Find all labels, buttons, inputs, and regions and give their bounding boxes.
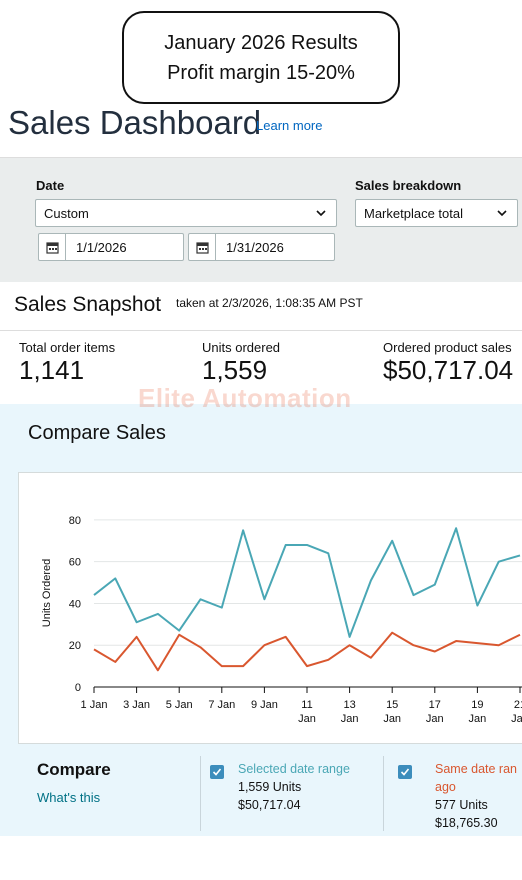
x-tick-label: 7 Jan <box>208 699 235 711</box>
end-date-field[interactable]: 1/31/2026 <box>188 233 335 261</box>
sales-breakdown-select[interactable]: Marketplace total <box>355 199 518 227</box>
calendar-icon[interactable] <box>189 234 216 260</box>
compare-sales-title: Compare Sales <box>28 422 166 444</box>
date-range-select-value: Custom <box>44 205 89 221</box>
x-tick-label: 9 Jan <box>251 699 278 711</box>
metric-label-product-sales: Ordered product sales <box>383 340 512 355</box>
prior-range-label-line2: ago <box>435 780 456 794</box>
prior-range-sales: $18,765.30 <box>435 816 498 830</box>
x-tick-label: 19 <box>471 699 483 711</box>
snapshot-title: Sales Snapshot <box>14 293 162 316</box>
x-tick-label: 17 <box>429 699 441 711</box>
sales-breakdown-select-value: Marketplace total <box>364 205 463 221</box>
start-date-value: 1/1/2026 <box>76 239 127 255</box>
metric-value-order-items: 1,141 <box>19 355 85 385</box>
callout-line1: January 2026 Results <box>164 31 358 54</box>
date-range-select[interactable]: Custom <box>35 199 337 227</box>
legend-separator <box>383 756 384 831</box>
prior-range-units: 577 Units <box>435 798 488 812</box>
snapshot-divider <box>0 330 522 331</box>
watermark: Elite Automation <box>138 383 352 413</box>
x-tick-label: 1 Jan <box>81 699 108 711</box>
page-title: Sales Dashboard <box>8 104 262 141</box>
compare-heading: Compare <box>37 760 111 779</box>
selected-range-checkbox[interactable] <box>210 765 224 779</box>
x-tick-label: 13 <box>343 699 355 711</box>
selected-range-sales: $50,717.04 <box>238 798 301 812</box>
x-tick-label: Jan <box>426 713 444 725</box>
x-tick-label: 3 Jan <box>123 699 150 711</box>
checkmark-icon <box>212 768 222 776</box>
chart-container: 0 20 40 60 80 1 Jan 3 Jan 5 Jan 7 Jan 9 Jan 11 Jan 1… <box>18 472 522 744</box>
selected-range-units: 1,559 Units <box>238 780 302 794</box>
metric-label-units-ordered: Units ordered <box>202 340 281 355</box>
learn-more-link[interactable]: Learn more <box>256 118 323 133</box>
y-tick-label: 60 <box>69 557 81 569</box>
x-tick-label: 11 <box>301 699 312 711</box>
snapshot-timestamp: taken at 2/3/2026, 1:08:35 AM PST <box>176 296 363 310</box>
date-label: Date <box>36 178 65 193</box>
series-line-selected <box>93 527 521 638</box>
checkmark-icon <box>400 768 410 776</box>
sales-breakdown-label: Sales breakdown <box>355 178 462 193</box>
x-tick-label: Jan <box>469 713 487 725</box>
x-tick-label: Jan <box>383 713 401 725</box>
chevron-down-icon <box>316 210 326 217</box>
legend-separator <box>200 756 201 831</box>
whats-this-link[interactable]: What's this <box>37 790 101 805</box>
x-tick-label: Jan <box>298 713 316 725</box>
x-tick-label: 21 <box>514 699 522 711</box>
results-callout: January 2026 Results Profit margin 15-20… <box>122 11 400 104</box>
metric-label-order-items: Total order items <box>19 340 116 355</box>
y-tick-label: 40 <box>69 598 81 610</box>
units-ordered-chart: 0 20 40 60 80 1 Jan 3 Jan 5 Jan 7 Jan 9 Jan 11 Jan 1… <box>41 515 522 725</box>
prior-range-label-line1: Same date ran <box>435 762 517 776</box>
calendar-icon[interactable] <box>39 234 66 260</box>
prior-range-checkbox[interactable] <box>398 765 412 779</box>
chevron-down-icon <box>497 210 507 217</box>
end-date-value: 1/31/2026 <box>226 239 284 255</box>
metric-value-product-sales: $50,717.04 <box>383 355 514 385</box>
x-tick-label: Jan <box>511 713 522 725</box>
series-line-prior <box>93 631 521 672</box>
y-axis-label: Units Ordered <box>41 559 53 627</box>
y-tick-label: 20 <box>69 640 81 652</box>
x-tick-label: 5 Jan <box>166 699 193 711</box>
x-tick-label: Jan <box>341 713 359 725</box>
metric-value-units-ordered: 1,559 <box>202 355 268 385</box>
y-tick-label: 80 <box>69 515 81 527</box>
y-tick-label: 0 <box>75 682 81 694</box>
selected-range-label: Selected date range <box>238 762 350 776</box>
callout-line2: Profit margin 15-20% <box>167 61 355 84</box>
x-tick-label: 15 <box>386 699 398 711</box>
start-date-field[interactable]: 1/1/2026 <box>38 233 184 261</box>
